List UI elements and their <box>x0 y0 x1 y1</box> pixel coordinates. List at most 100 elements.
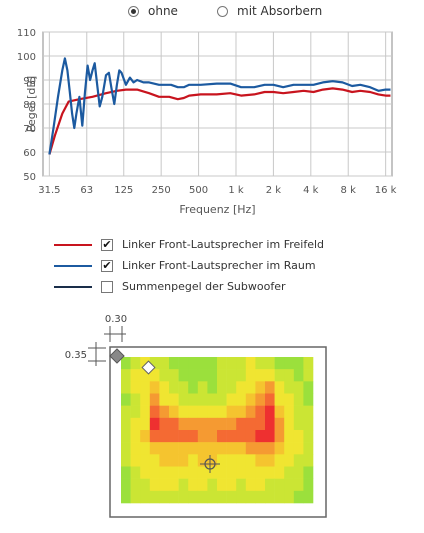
heatmap-cell <box>255 466 266 479</box>
heatmap-cell <box>159 442 170 455</box>
heatmap-cell <box>169 369 179 382</box>
heatmap-cell <box>226 417 237 431</box>
heatmap-cell <box>265 490 275 504</box>
heatmap-cell <box>130 405 141 419</box>
heatmap-cell <box>149 405 160 419</box>
heatmap-cell <box>284 393 295 406</box>
speaker-icon <box>109 348 125 364</box>
heatmap-cell <box>293 405 304 419</box>
heatmap-cell <box>255 417 266 431</box>
heatmap-cell <box>197 466 208 479</box>
heatmap-cell <box>130 430 141 443</box>
checkbox-subwoofer[interactable] <box>101 280 113 293</box>
heatmap-cell <box>140 430 151 443</box>
heatmap-cell <box>217 490 227 504</box>
heatmap-cell <box>130 417 141 431</box>
heatmap-cell <box>303 490 314 504</box>
checkbox-raum[interactable]: ✔ <box>101 258 113 272</box>
heatmap-cell <box>149 490 160 504</box>
heatmap-cell <box>236 478 247 492</box>
heatmap-cell <box>121 466 131 479</box>
heatmap-cell <box>121 430 131 443</box>
heatmap-cell <box>274 357 285 370</box>
heatmap-cell <box>149 369 160 382</box>
heatmap-cell <box>197 369 208 382</box>
heatmap-cell <box>207 466 218 479</box>
heatmap-cell <box>303 417 314 431</box>
heatmap-cell <box>178 357 189 370</box>
heatmap-cell <box>169 417 179 431</box>
heatmap-cell <box>274 478 285 492</box>
heatmap-cell <box>274 454 285 467</box>
heatmap-cell <box>226 369 237 382</box>
heatmap-cell <box>226 442 237 455</box>
checkbox-freifeld[interactable]: ✔ <box>101 237 113 251</box>
heatmap-cell <box>178 466 189 479</box>
heatmap-cell <box>293 369 304 382</box>
y-tick-label: 80 <box>23 100 36 111</box>
heatmap-cell <box>255 393 266 406</box>
heatmap-cell <box>130 442 141 455</box>
y-tick-label: 50 <box>23 172 36 183</box>
heatmap-cell <box>265 430 275 443</box>
heatmap-cell <box>178 478 189 492</box>
x-tick-label: 500 <box>189 185 208 196</box>
heatmap-cell <box>284 466 295 479</box>
heatmap-cell <box>303 381 314 394</box>
heatmap-cell <box>178 393 189 406</box>
heatmap-cell <box>303 454 314 467</box>
radio-mit-absorbern[interactable]: mit Absorbern <box>217 4 322 18</box>
heatmap-cell <box>217 405 227 419</box>
radio-group: ohne mit Absorbern <box>0 4 424 20</box>
heatmap-cell <box>207 393 218 406</box>
heatmap-cell <box>169 393 179 406</box>
heatmap-cell <box>217 478 227 492</box>
heatmap-cell <box>188 393 199 406</box>
heatmap-cell <box>274 430 285 443</box>
heatmap-cell <box>284 369 295 382</box>
heatmap-cell <box>197 357 208 370</box>
heatmap-cell <box>245 466 256 479</box>
heatmap-cell <box>226 490 237 504</box>
radio-ohne[interactable]: ohne <box>128 4 178 18</box>
heatmap-cell <box>274 442 285 455</box>
heatmap-cell <box>284 405 295 419</box>
room-heatmap: 0.30 0.35 <box>65 314 327 518</box>
heatmap-cell <box>149 417 160 431</box>
radio-mit-absorbern-label: mit Absorbern <box>237 4 323 18</box>
heatmap-cell <box>130 466 141 479</box>
heatmap-cell <box>140 442 151 455</box>
heatmap-cell <box>178 369 189 382</box>
heatmap-cell <box>226 381 237 394</box>
legend-label-raum: Linker Front-Lautsprecher im Raum <box>122 259 316 272</box>
heatmap-cell <box>140 417 151 431</box>
legend-item-raum: ✔ Linker Front-Lautsprecher im Raum <box>54 255 324 276</box>
radio-ohne-label: ohne <box>148 4 178 18</box>
heatmap-cell <box>159 417 170 431</box>
heatmap-cell <box>293 454 304 467</box>
heatmap-cell <box>178 405 189 419</box>
heatmap-cell <box>245 490 256 504</box>
heatmap-cell <box>197 490 208 504</box>
heatmap-cell <box>255 490 266 504</box>
legend-item-subwoofer: Summenpegel der Subwoofer <box>54 276 324 297</box>
heatmap-cell <box>149 381 160 394</box>
heatmap-cell <box>178 442 189 455</box>
heatmap-cell <box>284 430 295 443</box>
chart-legend: ✔ Linker Front-Lautsprecher im Freifeld … <box>54 234 324 297</box>
heatmap-cell <box>149 466 160 479</box>
series-line-1 <box>48 57 391 155</box>
heatmap-cell <box>159 405 170 419</box>
heatmap-cell <box>245 405 256 419</box>
heatmap-cell <box>255 430 266 443</box>
heatmap-cell <box>140 381 151 394</box>
heatmap-cell <box>236 369 247 382</box>
legend-label-freifeld: Linker Front-Lautsprecher im Freifeld <box>122 238 325 251</box>
heatmap-cell <box>236 357 247 370</box>
heatmap-cell <box>226 478 237 492</box>
heatmap-cell <box>265 405 275 419</box>
x-tick-label: 1 k <box>228 185 244 196</box>
heatmap-cell <box>169 357 179 370</box>
heatmap-cell <box>169 405 179 419</box>
heatmap-cell <box>178 490 189 504</box>
